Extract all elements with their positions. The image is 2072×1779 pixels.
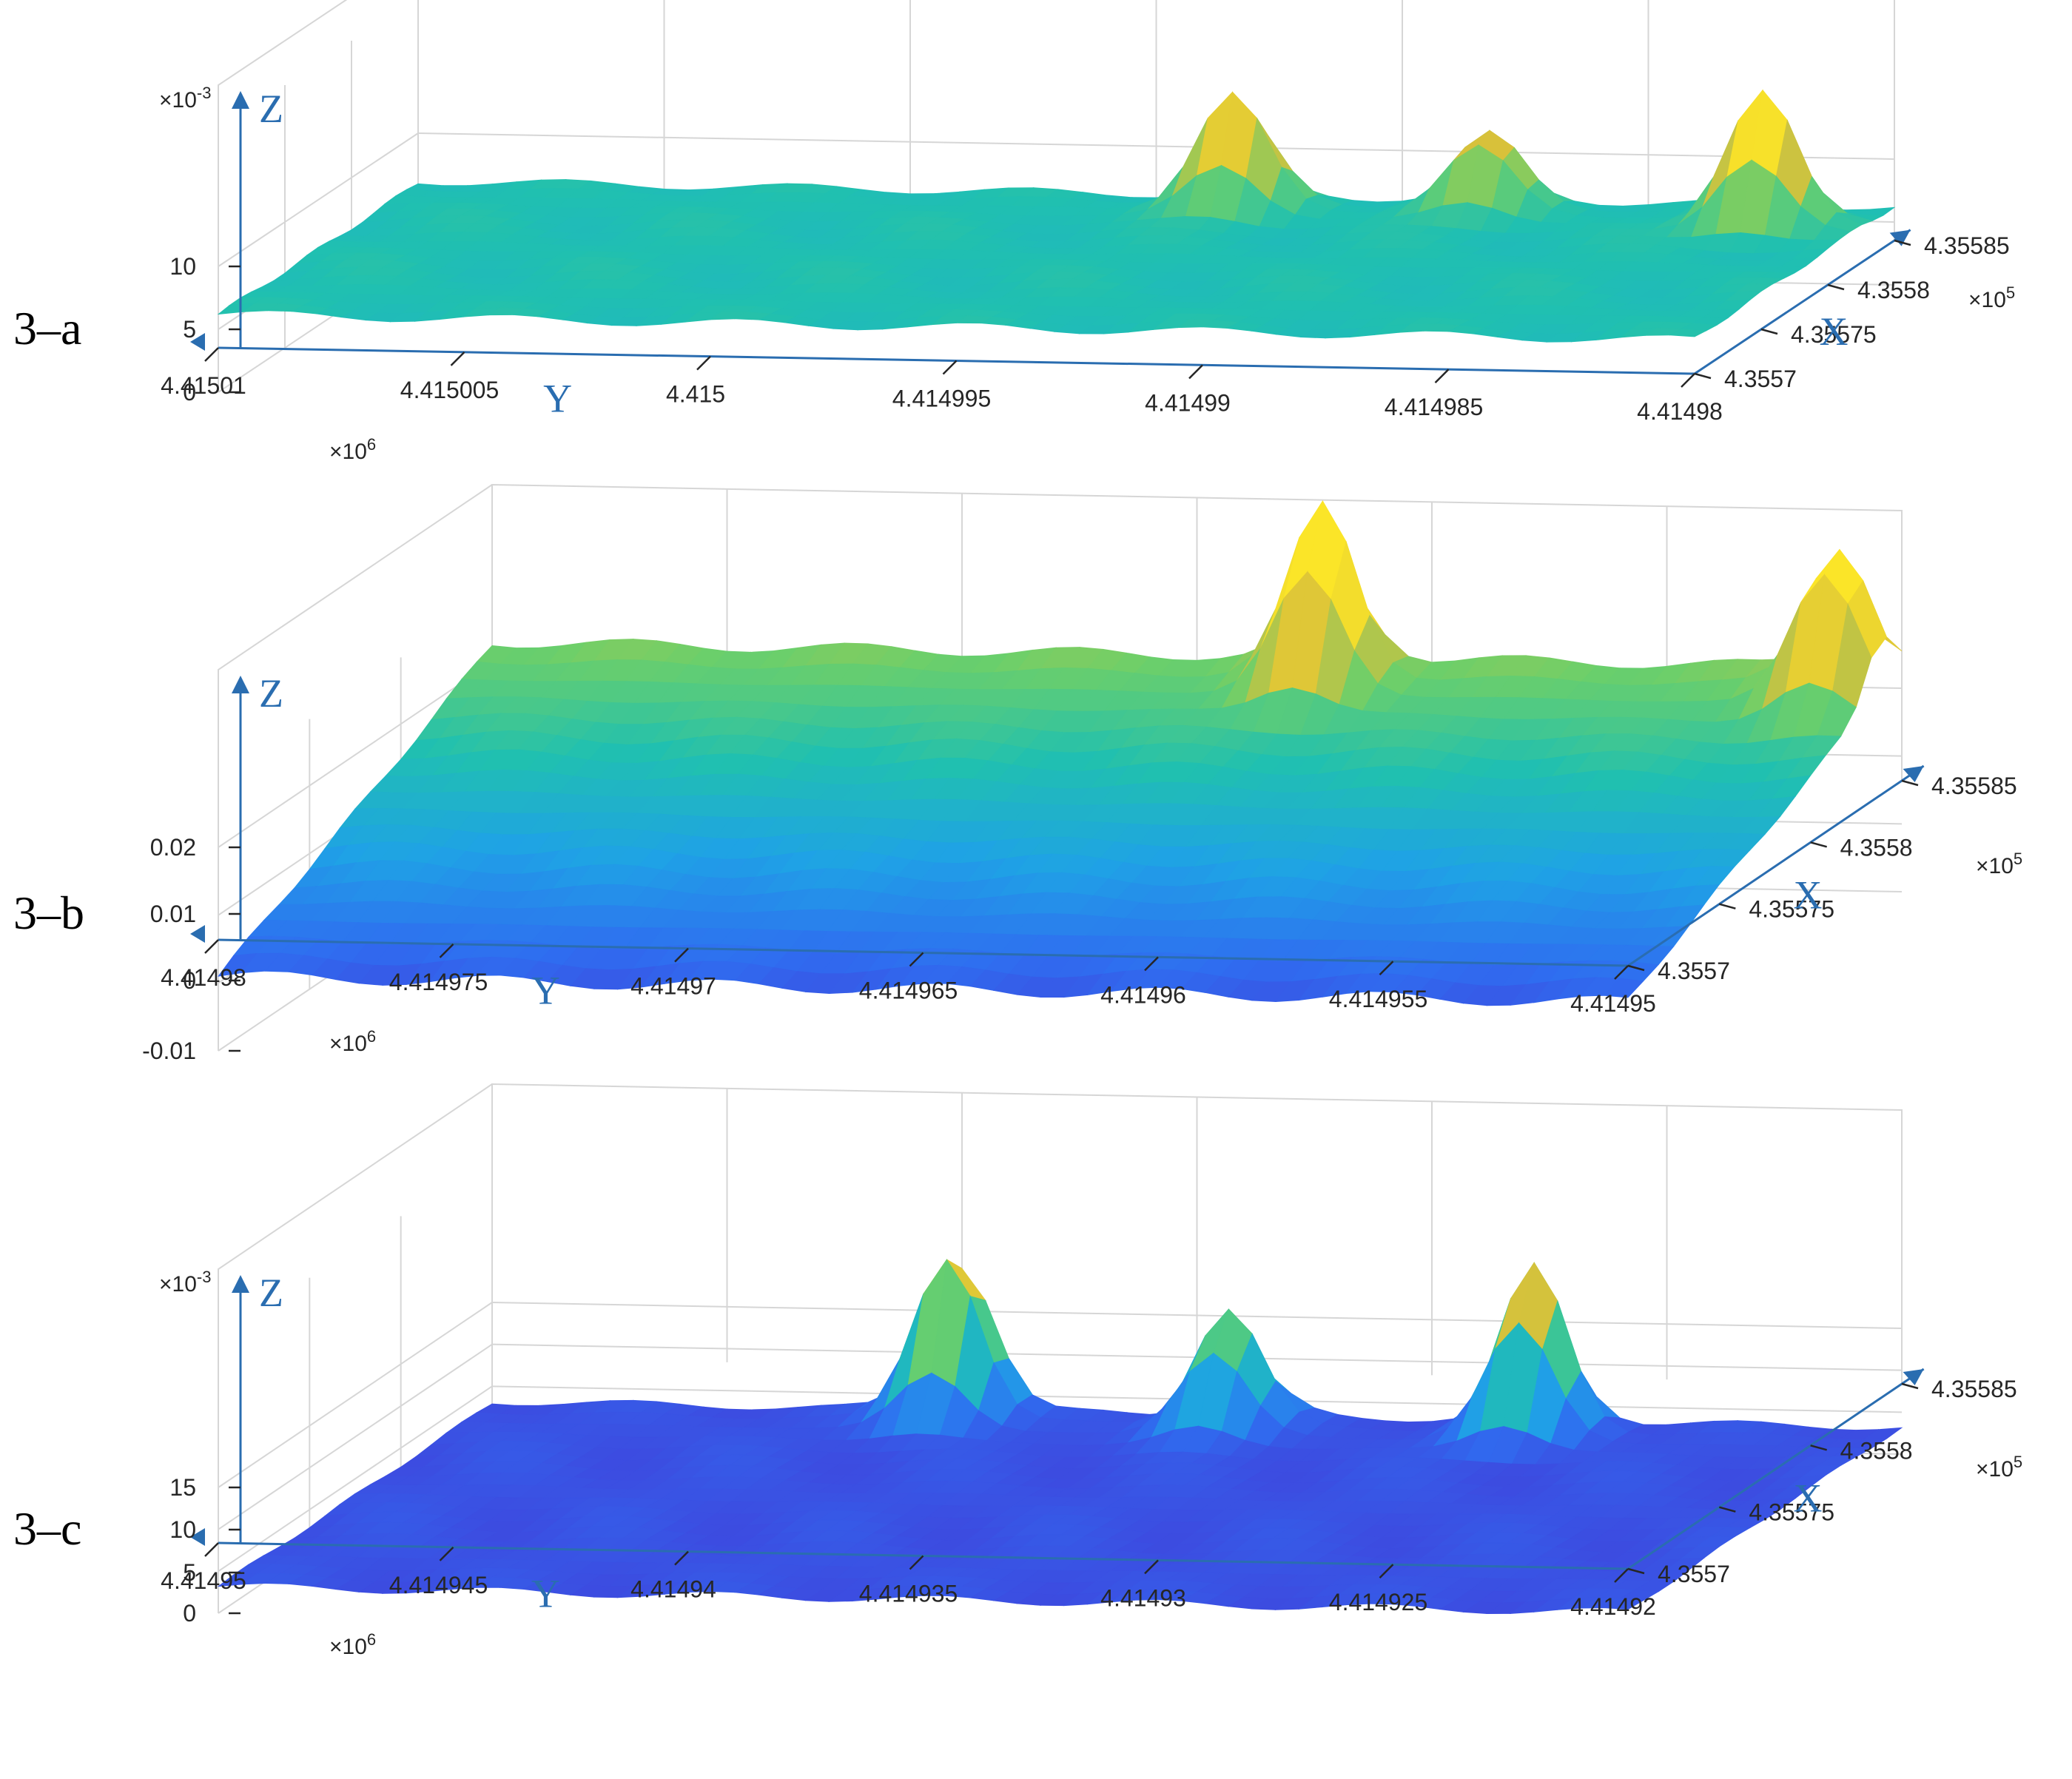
z-tick-label: 15 bbox=[169, 1474, 196, 1501]
y-tick-label: 4.41498 bbox=[161, 964, 246, 991]
x-tick-label: 4.3558 bbox=[1857, 277, 1930, 303]
chart-panel-1: 4.41501 4.415005 4.415 4.414995 4.41499 4.414… bbox=[13, 0, 2015, 464]
x-tick-label: 4.35585 bbox=[1931, 1376, 2017, 1402]
surface bbox=[218, 500, 1903, 1006]
x-tick-label: 4.3557 bbox=[1658, 958, 1730, 984]
y-axis-name: Y bbox=[531, 968, 560, 1012]
x-tick-label: 4.35575 bbox=[1749, 1499, 1834, 1526]
y-tick-label: 4.415005 bbox=[400, 377, 499, 403]
y-tick-label: 4.41494 bbox=[630, 1576, 716, 1603]
z-tick-label: 5 bbox=[183, 316, 196, 343]
y-tick-label: 4.41495 bbox=[1570, 990, 1656, 1017]
x-tick-label: 4.35585 bbox=[1924, 232, 2010, 259]
z-tick-label: 0 bbox=[183, 1600, 196, 1627]
z-tick-label: 0 bbox=[183, 379, 196, 406]
z-multiplier: ×10-3 bbox=[159, 84, 211, 112]
x-tick-label: 4.3557 bbox=[1724, 366, 1797, 392]
z-tick-label: 0.01 bbox=[150, 901, 196, 927]
x-tick-label: 4.35585 bbox=[1931, 773, 2017, 799]
y-multiplier: ×106 bbox=[329, 435, 376, 464]
y-tick-label: 4.41495 bbox=[161, 1567, 246, 1594]
x-axis-name: X bbox=[1794, 873, 1823, 918]
y-tick-label: 4.41496 bbox=[1100, 981, 1186, 1008]
y-tick-label: 4.414945 bbox=[389, 1572, 488, 1598]
z-axis-name: Z bbox=[259, 671, 283, 716]
z-tick-label: 10 bbox=[169, 1516, 196, 1543]
y-multiplier: ×106 bbox=[329, 1630, 376, 1659]
y-tick-label: 4.41498 bbox=[1637, 398, 1723, 425]
y-axis-name: Y bbox=[531, 1571, 560, 1615]
y-tick-label: 4.41499 bbox=[1145, 389, 1231, 416]
chart-panel-3: 4.41495 4.414945 4.41494 4.414935 4.41493 4.4… bbox=[13, 1083, 2022, 1659]
z-axis-name: Z bbox=[259, 87, 283, 131]
x-axis-name: X bbox=[1794, 1476, 1823, 1521]
z-tick-label: 0.02 bbox=[150, 834, 196, 861]
y-axis-name: Y bbox=[543, 376, 572, 420]
x-tick-label: 4.35575 bbox=[1749, 896, 1834, 923]
panel-label: 3–c bbox=[13, 1502, 81, 1555]
panel-label: 3–a bbox=[13, 302, 81, 354]
x-multiplier: ×105 bbox=[1968, 283, 2015, 312]
z-tick-label: 0 bbox=[183, 967, 196, 994]
z-tick-label: -0.01 bbox=[142, 1038, 196, 1064]
panel-label: 3–b bbox=[13, 887, 84, 939]
y-tick-label: 4.41497 bbox=[630, 973, 716, 1000]
surface-cell bbox=[1604, 978, 1644, 998]
y-tick-label: 4.414975 bbox=[389, 969, 488, 995]
x-tick-label: 4.35575 bbox=[1791, 321, 1877, 348]
z-multiplier: ×10-3 bbox=[159, 1268, 211, 1297]
y-tick-label: 4.41501 bbox=[161, 372, 246, 399]
y-multiplier: ×106 bbox=[329, 1027, 376, 1056]
surface bbox=[217, 89, 1896, 343]
y-tick-label: 4.414965 bbox=[859, 978, 958, 1004]
y-tick-label: 4.414985 bbox=[1385, 394, 1483, 420]
z-tick-label: 10 bbox=[169, 253, 196, 280]
y-tick-label: 4.414935 bbox=[859, 1581, 958, 1607]
x-multiplier: ×105 bbox=[1976, 850, 2022, 878]
chart-panel-2: 4.41498 4.414975 4.41497 4.414965 4.41496 4.4… bbox=[13, 483, 2022, 1064]
y-tick-label: 4.414995 bbox=[892, 386, 991, 412]
y-tick-label: 4.414955 bbox=[1329, 986, 1427, 1012]
y-tick-label: 4.41492 bbox=[1570, 1593, 1656, 1620]
y-tick-label: 4.414925 bbox=[1329, 1589, 1427, 1615]
surface-cell bbox=[1669, 328, 1707, 337]
x-tick-label: 4.3557 bbox=[1658, 1561, 1730, 1587]
x-tick-label: 4.3558 bbox=[1840, 1437, 1913, 1464]
y-tick-label: 4.41493 bbox=[1100, 1584, 1186, 1611]
surface-cell bbox=[1604, 1598, 1644, 1610]
z-tick-label: 5 bbox=[183, 1559, 196, 1586]
z-axis-name: Z bbox=[259, 1271, 283, 1315]
x-tick-label: 4.3558 bbox=[1840, 834, 1913, 861]
x-multiplier: ×105 bbox=[1976, 1453, 2022, 1482]
y-tick-label: 4.415 bbox=[666, 381, 725, 408]
x-axis-name: X bbox=[1820, 309, 1849, 354]
